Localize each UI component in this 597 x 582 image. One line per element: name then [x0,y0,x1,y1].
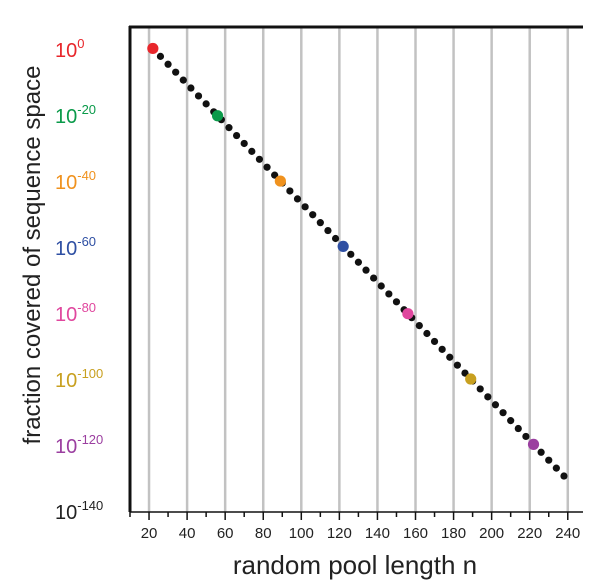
data-point [316,219,324,227]
data-point [423,329,431,338]
y-tick-exponent: -20 [77,102,96,117]
data-series [149,44,568,480]
y-tick-label: 10-80 [55,300,96,326]
x-tick-label: 140 [365,525,390,542]
data-point [194,92,203,100]
data-point [484,393,492,401]
y-tick-base: 10 [55,106,77,128]
highlight-point [527,438,540,450]
data-point [476,385,484,393]
x-tick-label: 80 [255,525,272,542]
data-point [415,321,423,330]
x-tick-label: 220 [517,525,542,542]
data-point [164,60,172,68]
y-tick-base: 10 [55,304,77,326]
y-tick-exponent: -100 [77,366,103,381]
y-tick-base: 10 [55,502,77,524]
y-tick-exponent: 0 [77,36,84,51]
highlight-point [211,110,224,122]
data-point [377,282,385,290]
data-point [225,124,233,132]
highlight-point [274,175,286,187]
data-point [309,211,317,219]
x-tick-label: 120 [327,525,352,542]
y-tick-label: 10-20 [55,102,96,128]
data-point [156,52,165,60]
x-tick-label: 200 [479,525,504,542]
data-point [499,409,507,417]
data-point [240,139,248,148]
highlight-point [402,308,414,320]
data-point [453,361,461,369]
x-tick-label: 20 [141,525,158,542]
y-tick-exponent: -80 [77,300,96,315]
data-point [362,266,370,274]
y-tick-label: 100 [55,36,84,62]
highlight-points [147,42,540,450]
data-point [202,100,210,108]
data-point [179,76,187,84]
x-tick-label: 100 [289,525,314,542]
data-point [552,464,560,472]
y-tick-label: 10-60 [55,234,96,260]
y-tick-label: 10-120 [55,432,103,458]
data-point [248,147,256,155]
data-point [392,298,401,306]
data-point [187,84,195,92]
x-axis-ticks: 20 40 60 80 100 120 140 160 180 200 220 240 [129,512,580,542]
y-axis-ticks: 10010-2010-4010-6010-8010-10010-12010-14… [55,36,103,524]
data-point [347,250,355,258]
data-point [461,369,469,377]
data-point [286,187,294,195]
highlight-point [465,373,477,385]
y-tick-label: 10-40 [55,168,96,194]
x-tick-label: 180 [441,525,466,542]
x-tick-label: 40 [179,525,196,542]
data-point [438,345,446,353]
data-point [370,274,378,282]
data-point [172,68,180,76]
highlight-point [337,240,349,253]
data-point [271,171,279,179]
data-point [522,432,530,441]
y-tick-label: 10-100 [55,366,103,392]
y-tick-base: 10 [55,172,77,194]
y-tick-exponent: -120 [77,432,103,447]
data-point [446,353,454,361]
data-point [324,226,332,235]
data-point [354,258,363,266]
data-point [255,155,264,163]
grid-lines [147,27,570,512]
data-point [301,203,309,211]
data-point [430,337,439,346]
data-point [507,417,515,425]
y-tick-exponent: -60 [77,234,96,249]
data-point [263,163,271,171]
y-tick-base: 10 [55,238,77,260]
highlight-point [147,42,159,55]
y-tick-base: 10 [55,40,77,62]
x-tick-label: 60 [217,525,234,542]
y-tick-label: 10-140 [55,498,103,524]
x-axis-title: random pool length n [233,550,477,580]
y-tick-base: 10 [55,370,77,392]
data-point [331,234,340,243]
data-point [232,131,241,140]
x-tick-label: 160 [403,525,428,542]
data-point [545,456,553,464]
data-point [293,195,302,203]
data-point [385,290,393,298]
data-point [514,424,522,433]
y-tick-exponent: -140 [77,498,103,513]
x-tick-label: 240 [555,525,580,542]
y-tick-exponent: -40 [77,168,96,183]
data-point [491,401,500,409]
y-axis-title: fraction covered of sequence space [19,66,46,445]
data-point [560,472,568,480]
y-tick-base: 10 [55,436,77,458]
data-point [537,448,545,456]
